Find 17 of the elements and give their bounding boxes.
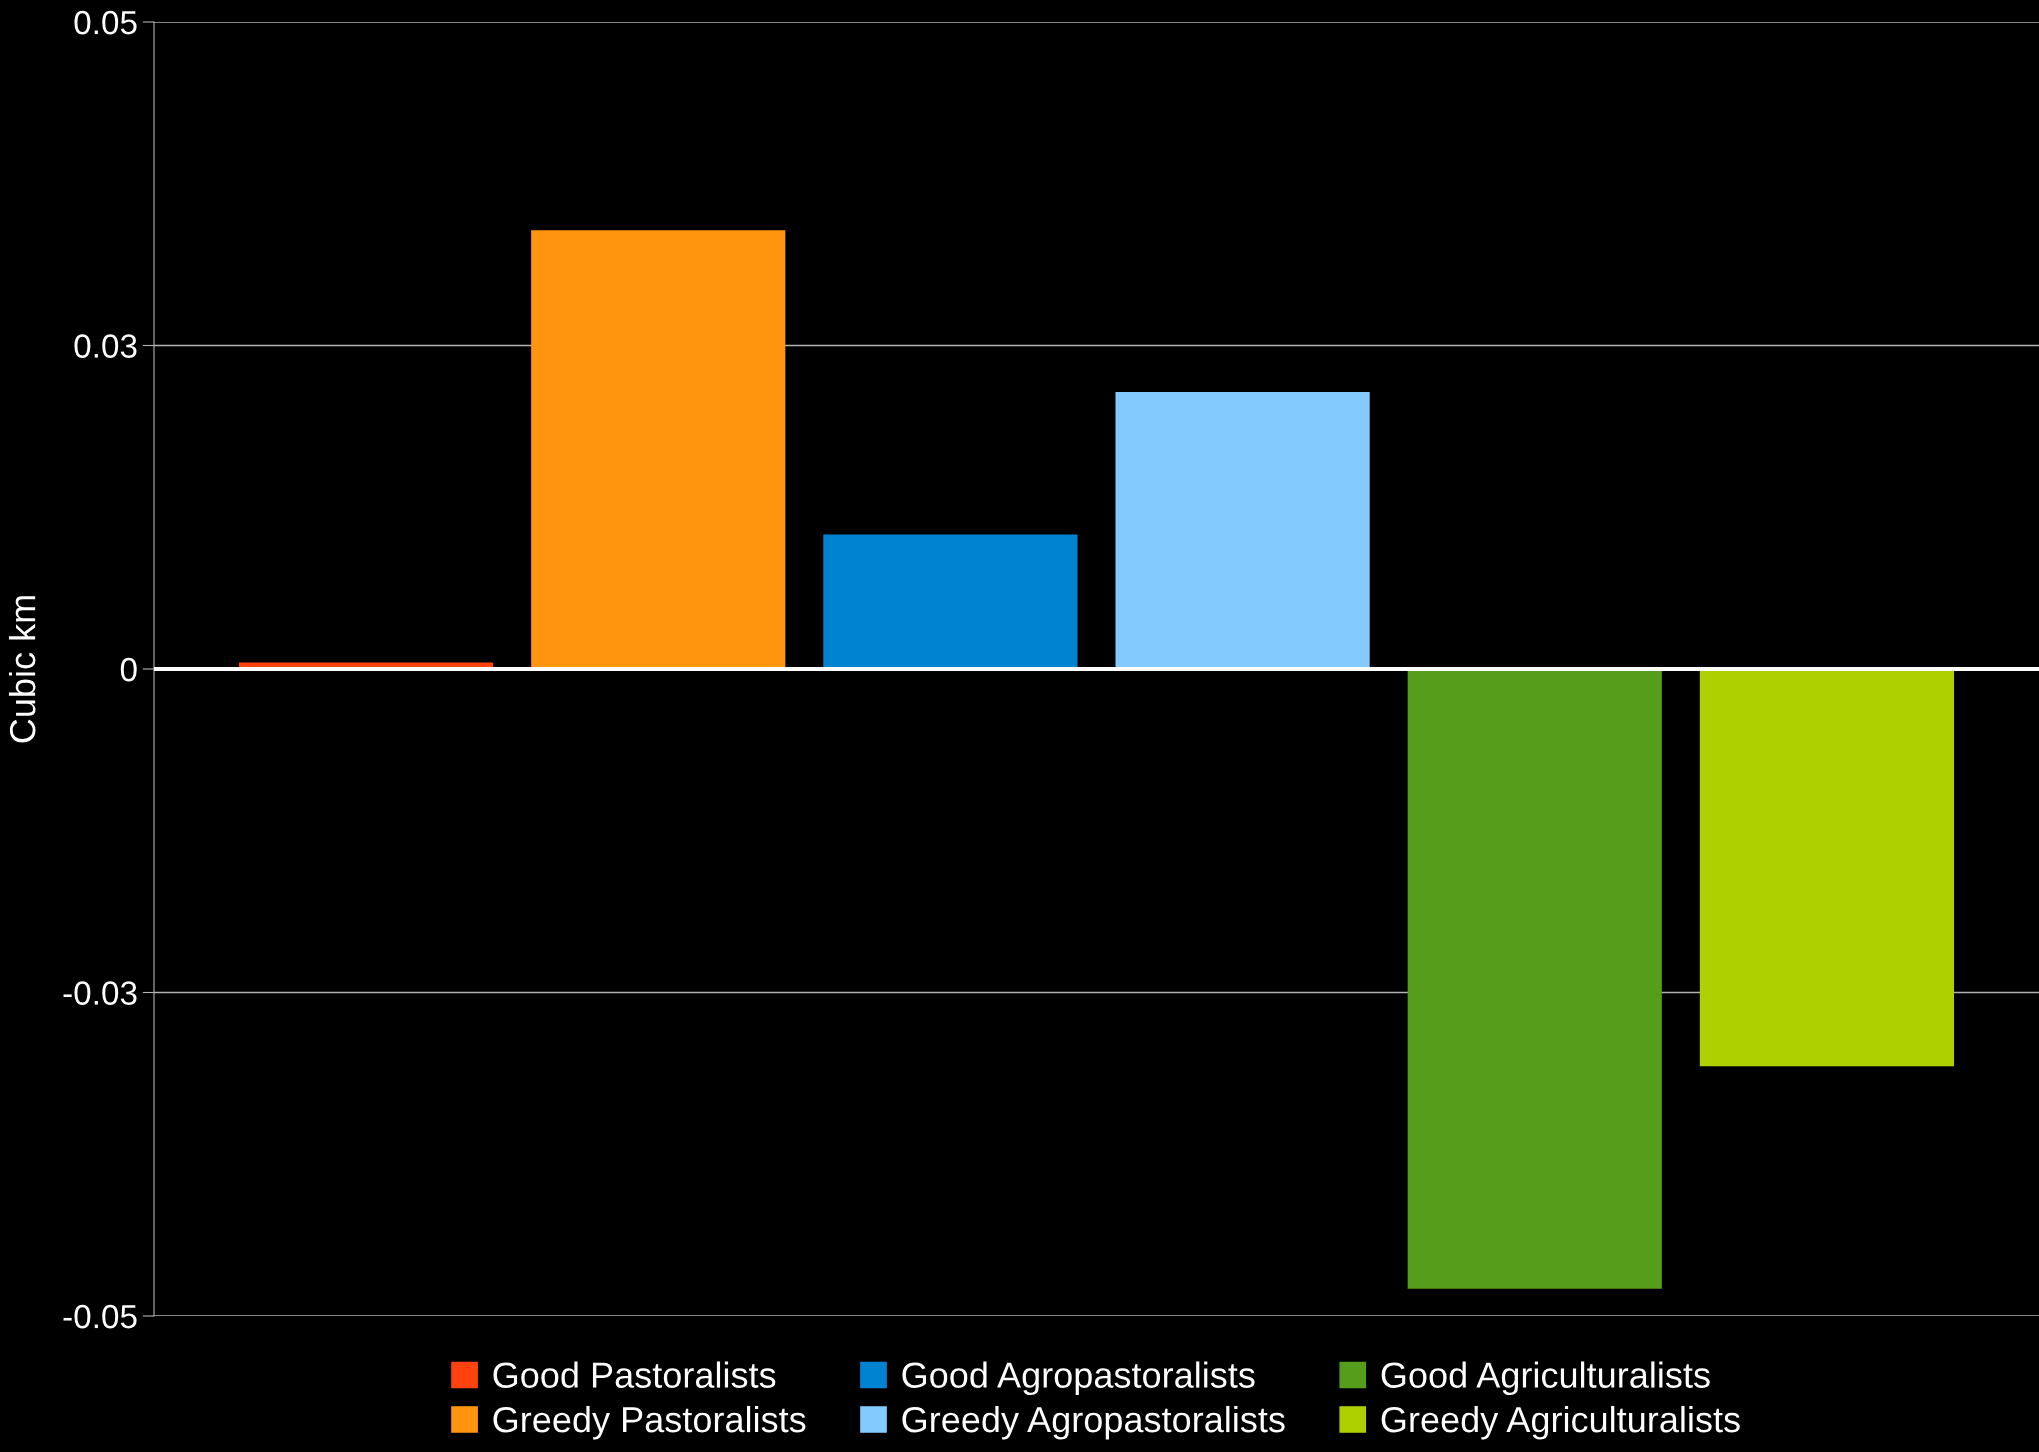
bar: [1407, 669, 1662, 1289]
bar: [531, 230, 786, 669]
bar: [1699, 669, 1955, 1067]
legend-label: Greedy Pastoralists: [493, 1405, 806, 1440]
bar: [1115, 392, 1370, 669]
y-axis-title: Cubic km: [8, 596, 36, 743]
bar: [823, 534, 1078, 669]
legend-label: Good Pastoralists: [493, 1361, 776, 1388]
y-tick-label: -0.05: [63, 1304, 137, 1329]
legend-label: Good Agropastoralists: [902, 1361, 1255, 1396]
y-tick-label: 0.05: [74, 10, 137, 35]
y-tick-label: 0.03: [74, 334, 137, 358]
y-tick-label: 0: [120, 657, 137, 682]
y-tick-label: -0.03: [63, 981, 137, 1005]
legend-label: Good Agriculturalists: [1381, 1361, 1710, 1396]
legend-label: Greedy Agriculturalists: [1381, 1405, 1740, 1440]
legend-label: Greedy Agropastoralists: [902, 1405, 1285, 1440]
